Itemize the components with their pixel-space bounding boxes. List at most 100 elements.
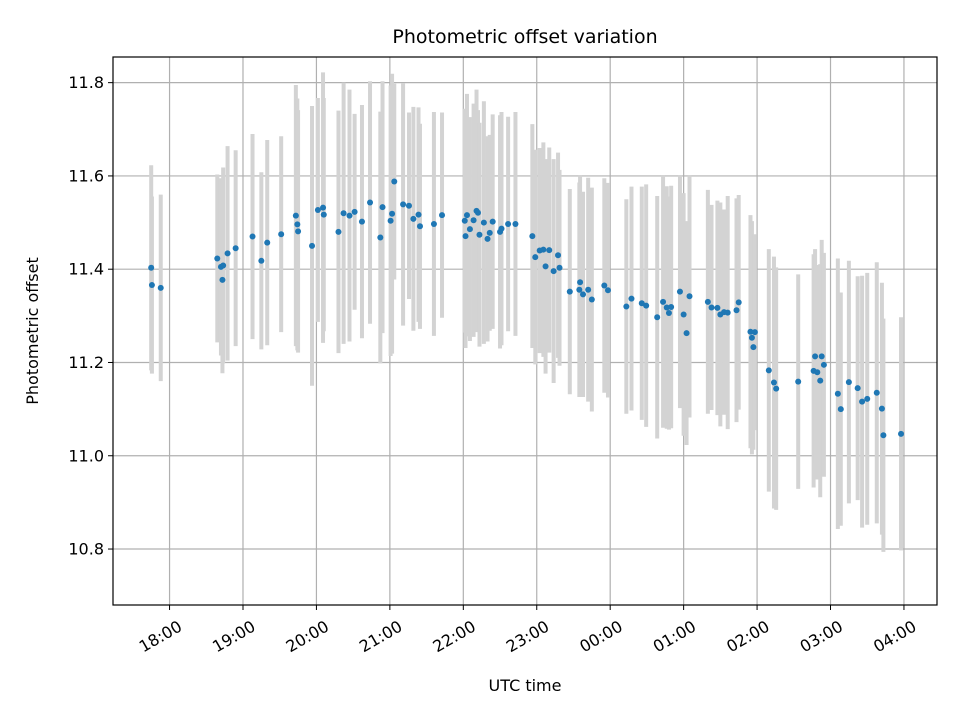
data-point bbox=[387, 217, 394, 224]
y-tick-label: 11.2 bbox=[68, 353, 104, 372]
data-point bbox=[686, 293, 693, 300]
data-point bbox=[532, 254, 539, 261]
data-point bbox=[340, 210, 347, 217]
data-point bbox=[660, 298, 667, 305]
data-point bbox=[320, 211, 327, 218]
data-point bbox=[680, 311, 687, 318]
data-point bbox=[747, 328, 754, 335]
data-point bbox=[232, 245, 239, 252]
data-point bbox=[294, 221, 301, 228]
data-point bbox=[439, 212, 446, 219]
data-point bbox=[555, 252, 562, 259]
data-point bbox=[461, 217, 468, 224]
data-point bbox=[474, 209, 481, 216]
data-point bbox=[748, 334, 755, 341]
data-point bbox=[505, 220, 512, 227]
data-point bbox=[540, 246, 547, 253]
data-point bbox=[773, 385, 780, 392]
data-point bbox=[351, 208, 358, 215]
data-point bbox=[546, 247, 553, 254]
data-point bbox=[346, 212, 353, 219]
y-axis-label: Photometric offset bbox=[23, 257, 42, 405]
data-point bbox=[389, 210, 396, 217]
data-point bbox=[529, 233, 536, 240]
data-point bbox=[880, 432, 887, 439]
data-point bbox=[148, 264, 155, 271]
data-points bbox=[148, 178, 905, 439]
data-point bbox=[484, 235, 491, 242]
data-point bbox=[415, 211, 422, 218]
data-point bbox=[148, 282, 155, 289]
data-point bbox=[820, 361, 827, 368]
data-point bbox=[278, 231, 285, 238]
data-point bbox=[751, 329, 758, 336]
data-point bbox=[818, 353, 825, 360]
data-point bbox=[430, 220, 437, 227]
data-point bbox=[498, 225, 505, 232]
data-point bbox=[585, 286, 592, 293]
data-point bbox=[604, 287, 611, 294]
data-point bbox=[837, 406, 844, 413]
data-point bbox=[898, 430, 905, 437]
data-point bbox=[812, 353, 819, 360]
data-point bbox=[224, 250, 231, 257]
data-point bbox=[314, 206, 321, 213]
data-point bbox=[542, 263, 549, 270]
y-tick-label: 11.8 bbox=[68, 73, 104, 92]
data-point bbox=[668, 303, 675, 310]
data-point bbox=[367, 199, 374, 206]
data-point bbox=[665, 310, 672, 317]
y-tick-label: 11.0 bbox=[68, 446, 104, 465]
data-point bbox=[628, 295, 635, 302]
data-point bbox=[405, 202, 412, 209]
data-point bbox=[566, 288, 573, 295]
data-point bbox=[462, 233, 469, 240]
data-point bbox=[480, 219, 487, 226]
chart-title: Photometric offset variation bbox=[392, 26, 657, 48]
data-point bbox=[580, 291, 587, 298]
data-point bbox=[410, 215, 417, 222]
data-point bbox=[577, 279, 584, 286]
data-point bbox=[638, 300, 645, 307]
data-point bbox=[601, 282, 608, 289]
data-point bbox=[654, 314, 661, 321]
data-point bbox=[708, 304, 715, 311]
data-point bbox=[463, 212, 470, 219]
data-point bbox=[400, 201, 407, 208]
data-point bbox=[292, 212, 299, 219]
data-point bbox=[676, 288, 683, 295]
data-point bbox=[854, 385, 861, 392]
data-point bbox=[588, 296, 595, 303]
data-point bbox=[416, 223, 423, 230]
data-point bbox=[309, 242, 316, 249]
data-point bbox=[643, 302, 650, 309]
data-point bbox=[377, 234, 384, 241]
data-point bbox=[550, 268, 557, 275]
data-point bbox=[470, 217, 477, 224]
data-point bbox=[735, 299, 742, 306]
data-point bbox=[512, 220, 519, 227]
data-point bbox=[724, 309, 731, 316]
data-point bbox=[379, 204, 386, 211]
data-point bbox=[770, 379, 777, 386]
data-point bbox=[476, 231, 483, 238]
data-point bbox=[214, 255, 221, 262]
data-point bbox=[623, 303, 630, 310]
data-point bbox=[249, 233, 256, 240]
data-point bbox=[714, 304, 721, 311]
y-tick-label: 10.8 bbox=[68, 540, 104, 559]
y-tick-label: 11.4 bbox=[68, 260, 104, 279]
data-point bbox=[878, 405, 885, 412]
data-point bbox=[220, 262, 227, 269]
data-point bbox=[219, 276, 226, 283]
data-point bbox=[335, 228, 342, 235]
data-point bbox=[765, 367, 772, 374]
data-point bbox=[704, 298, 711, 305]
data-point bbox=[845, 379, 852, 386]
data-point bbox=[576, 286, 583, 293]
data-point bbox=[750, 344, 757, 351]
y-tick-label: 11.6 bbox=[68, 166, 104, 185]
data-point bbox=[556, 264, 563, 271]
data-point bbox=[814, 369, 821, 376]
